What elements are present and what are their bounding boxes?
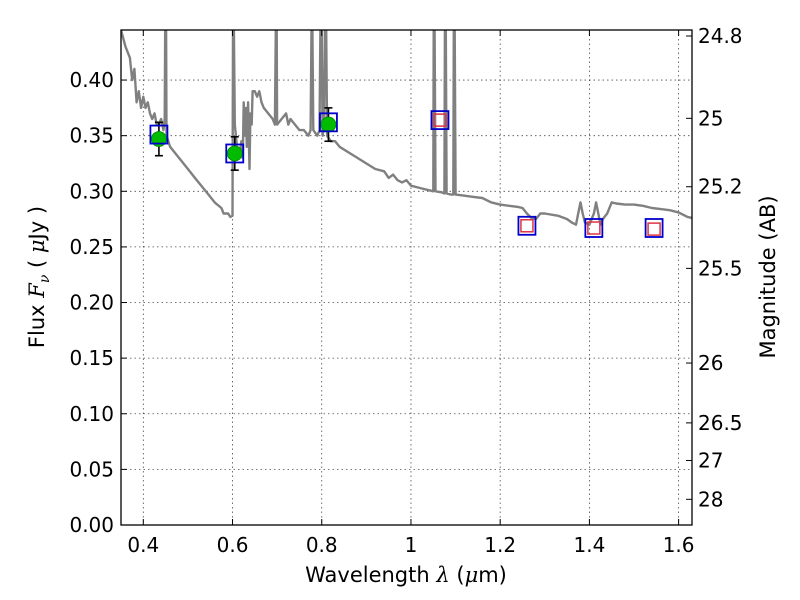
magnitude-tick-label: 25.2	[698, 175, 743, 199]
predicted-flux-box	[433, 113, 447, 127]
model-boxes-layer	[149, 110, 664, 238]
model-sed-line	[121, 30, 692, 226]
y-tick-label: 0.35	[69, 124, 114, 148]
magnitude-tick-label: 24.8	[698, 24, 743, 48]
model-flux-box	[225, 143, 245, 164]
y-tick-label: 0.05	[69, 457, 114, 481]
tick-marks	[121, 30, 692, 526]
magnitude-tick-label: 26	[698, 351, 723, 375]
y-tick-label: 0.20	[69, 291, 114, 315]
observed-flux-point	[226, 145, 243, 162]
y-tick-label: 0.30	[69, 179, 114, 203]
magnitude-tick-label: 26.5	[698, 411, 743, 435]
plot-frame	[120, 29, 693, 526]
x-tick-label: 0.6	[217, 533, 249, 557]
observed-flux-point	[320, 116, 337, 133]
model-flux-box	[584, 218, 604, 238]
model-flux-box	[430, 110, 450, 131]
predicted-flux-box	[587, 221, 601, 235]
x-tick-label: 0.4	[127, 533, 159, 557]
model-flux-box	[149, 124, 169, 145]
x-tick-label: 1.4	[573, 533, 605, 557]
x-tick-label: 1	[405, 533, 418, 557]
magnitude-tick-label: 25.5	[698, 256, 743, 280]
y-tick-label: 0.10	[69, 402, 114, 426]
magnitude-tick-label: 27	[698, 448, 723, 472]
predicted-flux-box	[520, 219, 534, 233]
magnitude-tick-label: 28	[698, 487, 723, 511]
model-flux-box	[319, 112, 338, 133]
x-axis-label: Wavelength λ (μm)	[305, 563, 507, 587]
y-tick-label: 0.15	[69, 346, 114, 370]
y-tick-label: 0.40	[69, 68, 114, 92]
predicted-flux-box	[647, 222, 661, 236]
y-tick-label: 0.25	[69, 235, 114, 259]
tick-labels: 0.4 0.6 0.8 1 1.2 1.4 1.6 0.00 0.05 0.10 0.15 0.20 0…	[69, 24, 742, 557]
model-flux-box	[644, 218, 664, 238]
x-tick-label: 1.6	[663, 533, 695, 557]
x-tick-label: 0.8	[306, 533, 338, 557]
magnitude-tick-label: 25	[698, 106, 723, 130]
x-tick-label: 1.2	[484, 533, 516, 557]
grid	[121, 30, 692, 525]
y-tick-label: 0.00	[69, 513, 114, 537]
model-flux-box	[517, 215, 537, 236]
model-sed-layer	[121, 30, 692, 226]
magnitude-axis-label: Magnitude (AB)	[756, 195, 780, 358]
y-axis-label: Flux Fν ( μJy )	[25, 206, 53, 348]
